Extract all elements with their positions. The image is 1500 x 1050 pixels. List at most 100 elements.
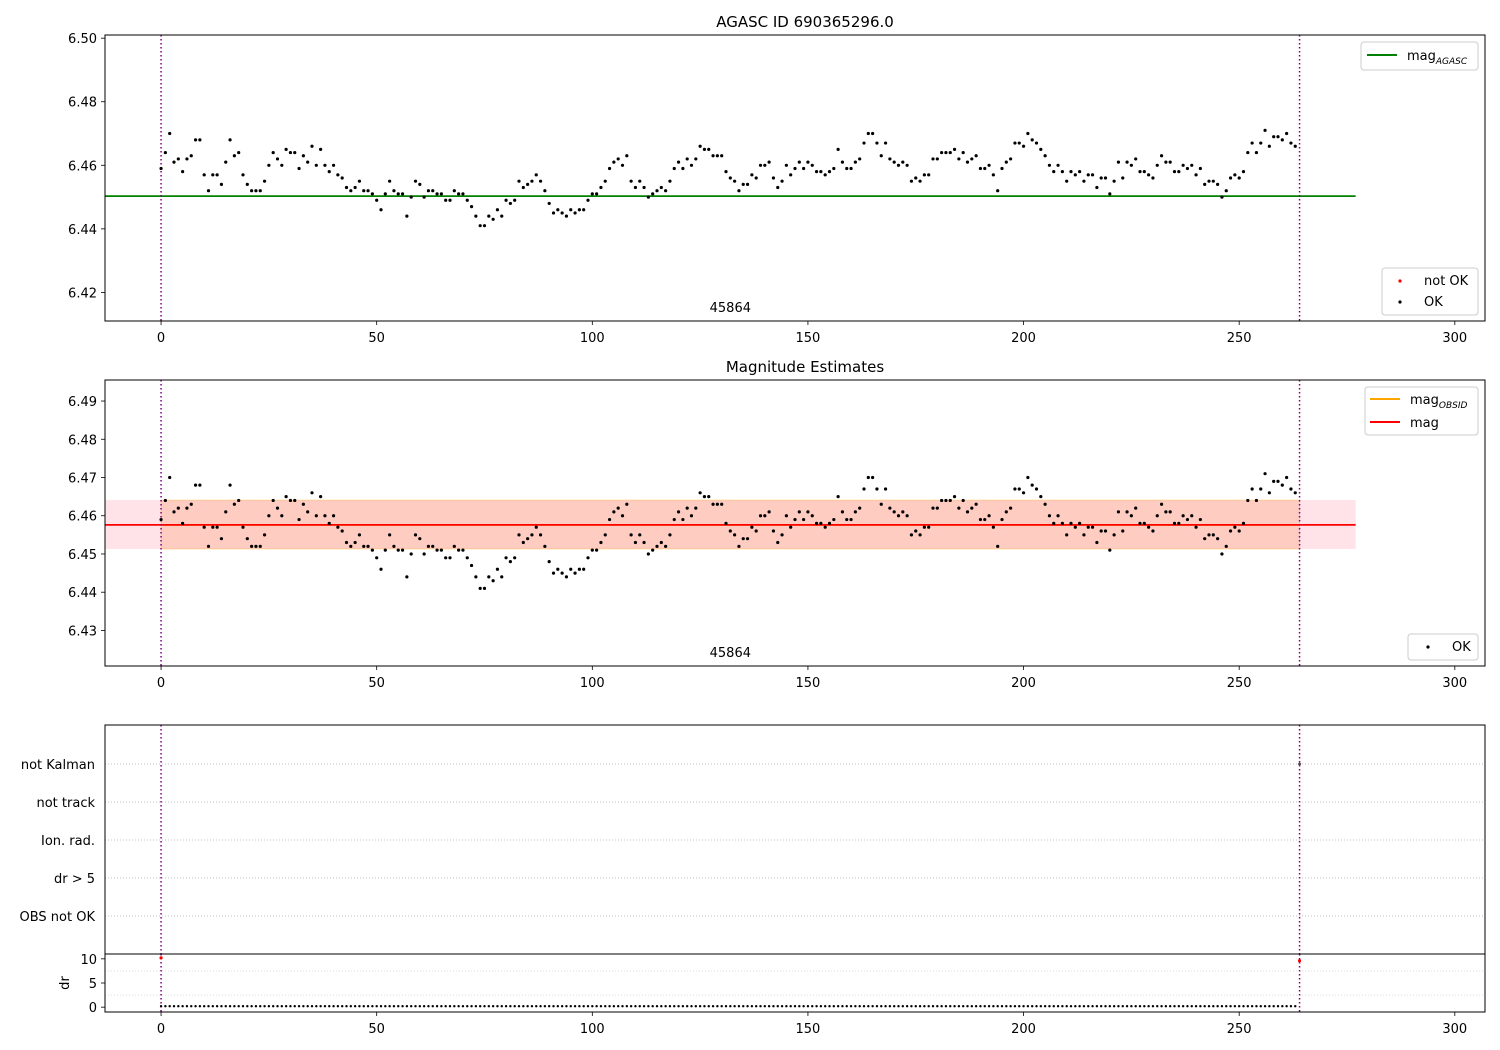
ok-point	[827, 170, 832, 174]
dr-ok-point	[621, 1005, 624, 1008]
ok-point	[1293, 144, 1297, 148]
dr-ok-point	[910, 1005, 913, 1008]
ok-point	[258, 544, 262, 548]
dr-ok-point	[625, 1005, 629, 1008]
ok-point	[1190, 514, 1194, 518]
x-tick-label: 200	[1011, 676, 1036, 691]
ok-point	[1280, 483, 1284, 487]
x-tick-label: 100	[580, 1022, 605, 1037]
ok-point	[638, 179, 642, 183]
ok-point	[280, 163, 284, 167]
ok-point	[758, 163, 763, 167]
ok-point	[918, 533, 922, 537]
dr-ok-point	[759, 1005, 762, 1008]
ok-point	[551, 211, 556, 215]
ok-point	[1285, 475, 1289, 480]
ok-point	[1039, 147, 1043, 151]
ok-point	[974, 502, 978, 506]
ok-point	[370, 192, 374, 196]
ok-point	[1129, 163, 1133, 167]
dr-ok-point	[685, 1005, 689, 1008]
ok-point	[905, 163, 909, 167]
dr-ok-point	[746, 1005, 749, 1008]
dr-ok-point	[931, 1005, 935, 1008]
dr-ok-point	[668, 1005, 672, 1008]
ok-point	[599, 185, 603, 190]
dr-ok-point	[409, 1005, 413, 1008]
agasc-magnitude-panel: AGASC ID 690365296.0 45864 0 50 100 150 200 250…	[68, 13, 1486, 346]
ok-point	[1125, 160, 1129, 164]
ok-point	[642, 540, 646, 545]
ok-point	[875, 141, 879, 145]
dr-ok-point	[310, 1005, 314, 1008]
ok-point	[465, 198, 469, 202]
ok-point	[1181, 514, 1185, 518]
dr-ok-point	[1018, 1005, 1021, 1008]
dr-ok-point	[578, 1005, 581, 1008]
ok-point	[1172, 521, 1177, 525]
ok-point	[1263, 128, 1267, 132]
ok-point	[1211, 533, 1215, 537]
ok-point	[400, 548, 405, 552]
x-tick-label: 150	[796, 1022, 821, 1037]
ok-point	[1285, 131, 1289, 136]
ok-point	[668, 179, 672, 183]
y-tick-label: 6.47	[68, 472, 97, 487]
dr-ok-point	[862, 1005, 866, 1008]
ok-point	[1013, 141, 1017, 145]
ok-point	[858, 157, 862, 161]
ok-point	[1224, 189, 1228, 193]
dr-ok-point	[1168, 1005, 1172, 1008]
ok-point	[711, 154, 715, 158]
ok-point	[1134, 506, 1138, 510]
dr-ok-point	[1164, 1005, 1168, 1008]
ok-point	[1017, 487, 1021, 491]
dr-ok-point	[660, 1005, 663, 1008]
dr-ok-point	[1281, 1005, 1284, 1008]
dr-ok-point	[875, 1005, 879, 1008]
ok-point	[819, 521, 823, 525]
ok-point	[181, 521, 185, 525]
ok-point	[1095, 540, 1099, 545]
dr-ok-point	[500, 1005, 503, 1008]
ok-point	[702, 147, 707, 151]
ok-point	[163, 498, 167, 503]
ok-point	[409, 552, 413, 556]
ok-point	[379, 208, 383, 212]
ok-point	[616, 157, 620, 161]
ok-point	[1168, 510, 1172, 514]
ok-point	[970, 157, 974, 161]
dr-ok-point	[785, 1005, 788, 1008]
ok-point	[1047, 163, 1052, 167]
ok-point	[940, 150, 944, 155]
legend-not-ok-marker	[1398, 279, 1402, 283]
ok-point	[965, 160, 970, 164]
ok-point	[461, 548, 465, 552]
dr-ok-point	[293, 1005, 296, 1008]
ok-point	[1134, 157, 1138, 161]
dr-ok-point	[181, 1005, 184, 1008]
dr-ok-point	[716, 1005, 719, 1008]
ok-point	[724, 170, 728, 174]
dr-ok-point	[647, 1005, 650, 1008]
ok-point	[590, 192, 594, 196]
dr-ok-point	[953, 1005, 956, 1008]
ok-point	[400, 192, 405, 196]
dr-ok-point	[892, 1005, 896, 1008]
ok-point	[577, 208, 581, 212]
dr-panel: 0 50 100 150 200 250 300 0 5 10 dr	[58, 953, 1486, 1037]
ok-point	[802, 166, 806, 171]
dr-ok-point	[319, 1005, 322, 1008]
dr-ok-point	[974, 1005, 978, 1008]
ok-point	[383, 192, 387, 196]
ok-point	[370, 548, 374, 552]
dr-ok-point	[427, 1005, 430, 1008]
ok-point	[1168, 160, 1172, 164]
dr-ok-point	[250, 1005, 253, 1008]
dr-ok-point	[1242, 1005, 1245, 1008]
ok-point	[254, 189, 258, 193]
ok-point	[883, 141, 888, 145]
ok-point	[595, 548, 599, 552]
ok-point	[202, 173, 206, 177]
ok-point	[362, 544, 366, 548]
